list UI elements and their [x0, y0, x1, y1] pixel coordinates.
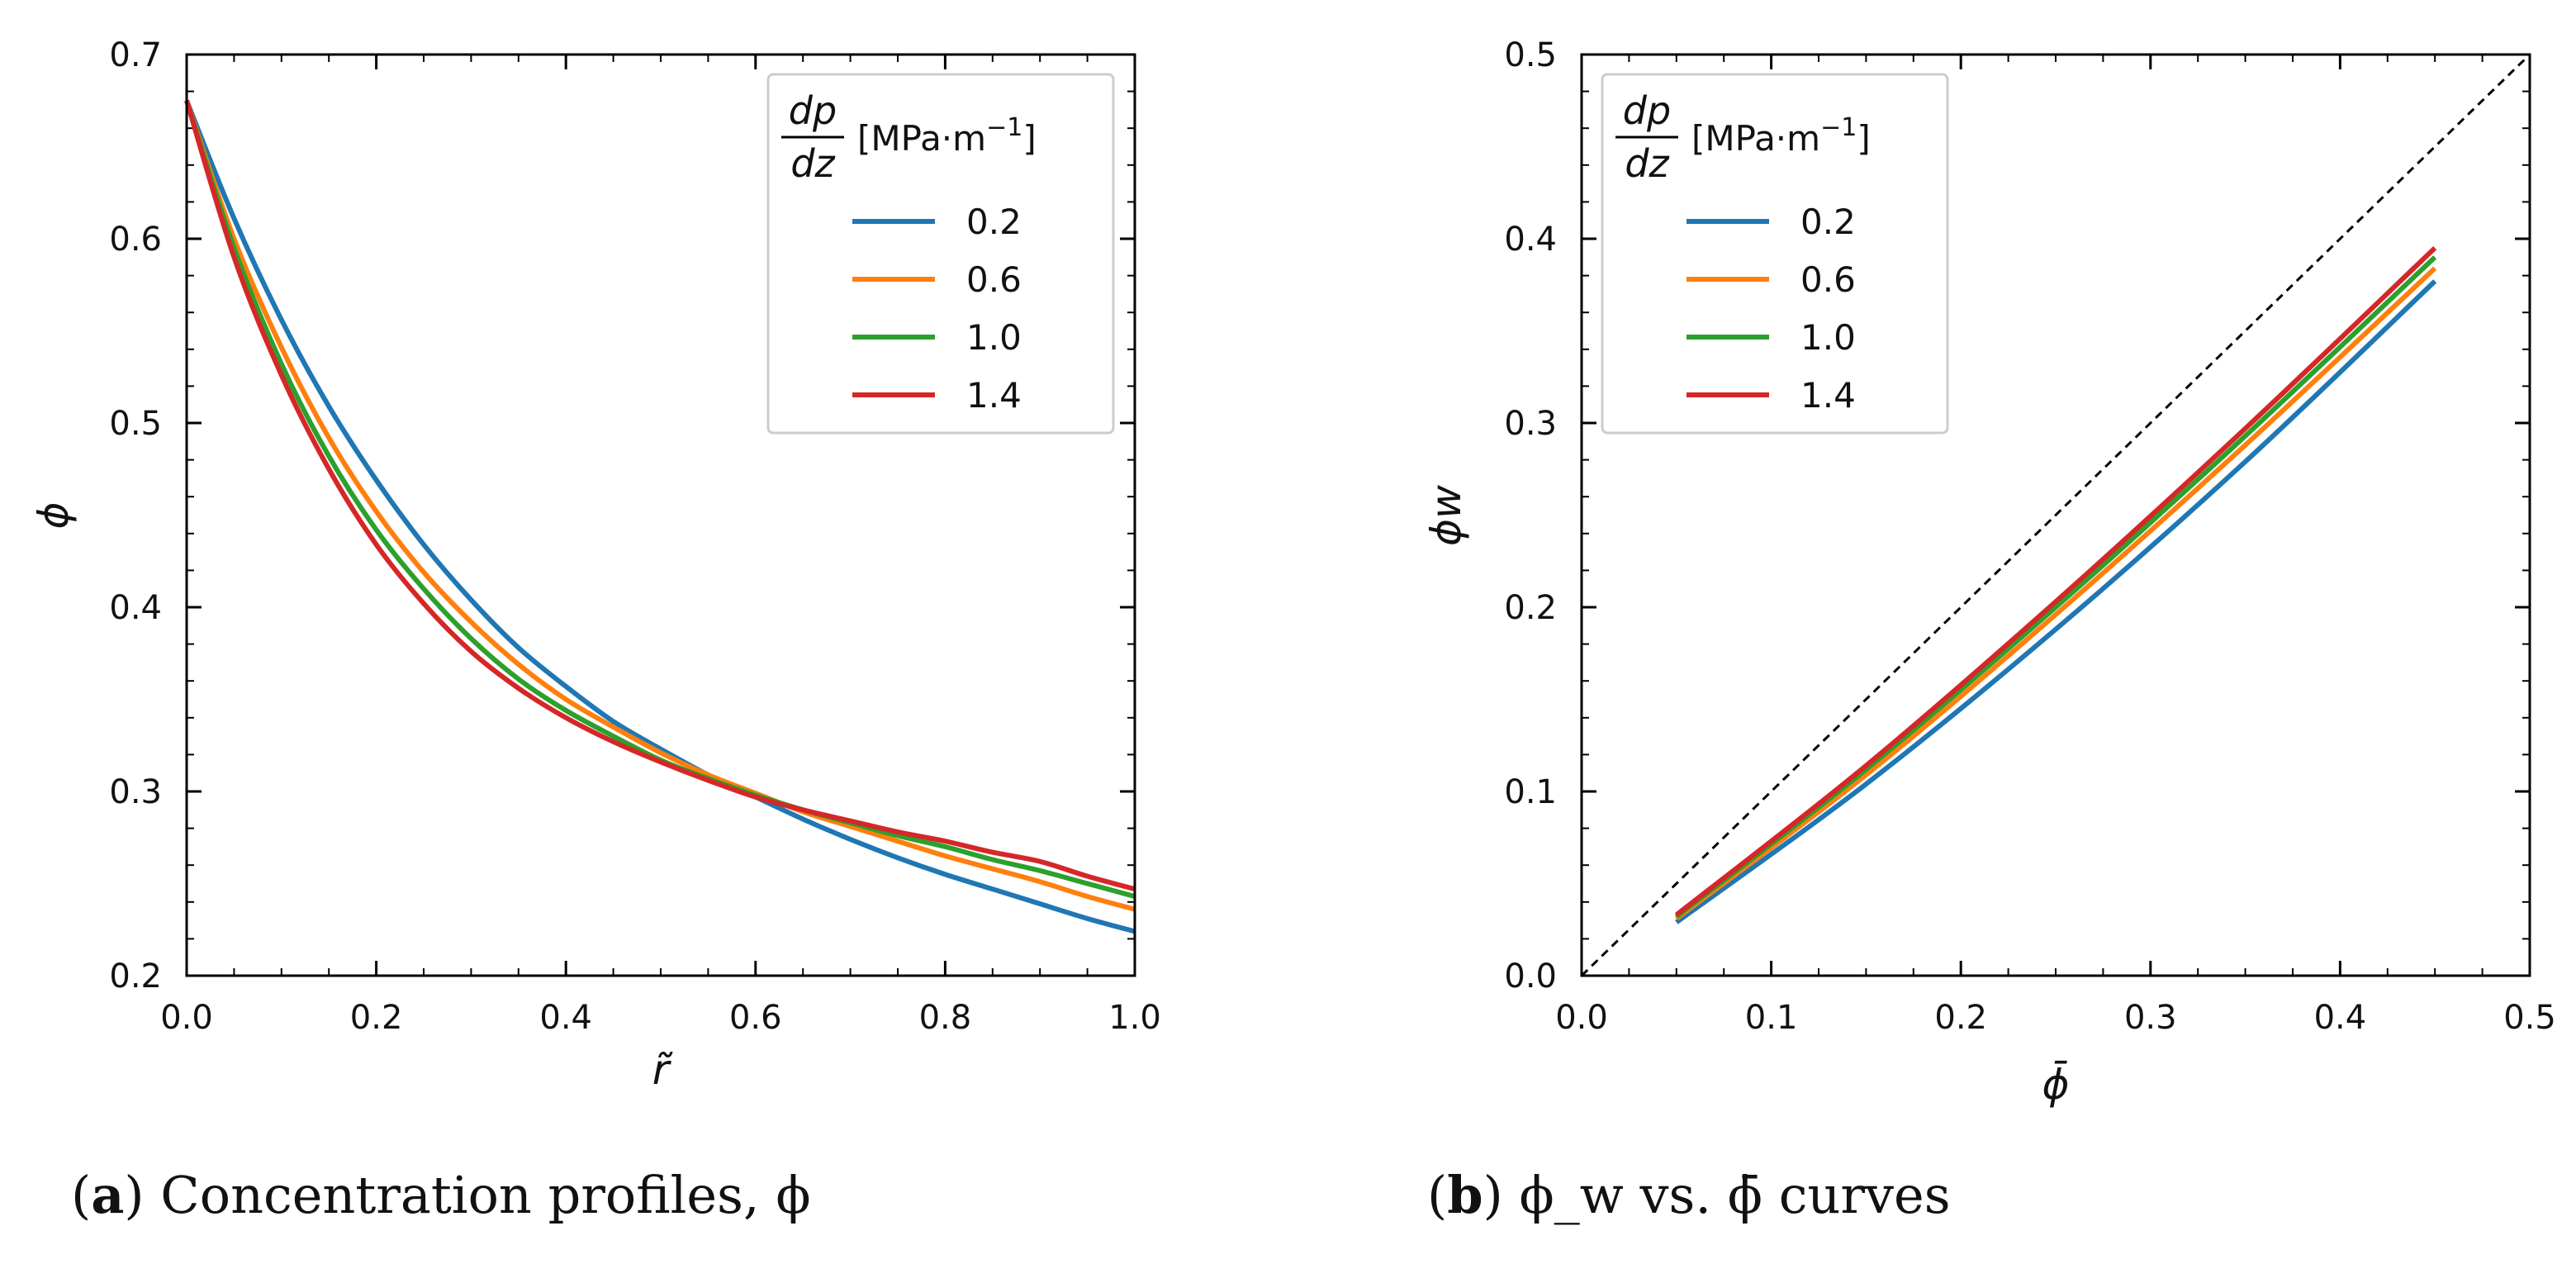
panel-b-series-0_6: [1674, 266, 2437, 921]
panel-b-xtick-label: 0.2: [1934, 999, 1987, 1037]
legend-label-0_6: 0.6: [1800, 259, 1856, 300]
panel-b-ytick-label: 0.5: [1504, 36, 1557, 74]
legend-label-1_4: 1.4: [1800, 375, 1856, 416]
caption-a: (a) Concentration profiles, ϕ: [71, 1165, 811, 1225]
legend-frame: [766, 73, 1115, 435]
panel-a-legend: dp dz [MPa·m−1] 0.2 0.6 1.0 1.4: [766, 73, 1115, 435]
panel-b-xtick-label: 0.5: [2503, 999, 2556, 1037]
legend-title-denominator: dz: [1625, 141, 1669, 186]
legend-title-unit: [MPa·m−1]: [1691, 113, 1871, 159]
panel-b-xtick-label: 0.3: [2124, 999, 2177, 1037]
legend-label-0_6: 0.6: [966, 259, 1022, 300]
panel-a-ytick-label: 0.4: [109, 589, 162, 627]
panel-b-identity-line: [1580, 53, 2531, 977]
panel-a-xtick-label: 0.0: [160, 999, 213, 1037]
caption-a-letter: a: [91, 1165, 124, 1225]
legend-label-1_0: 1.0: [1800, 317, 1856, 358]
legend-label-1_4: 1.4: [966, 375, 1022, 416]
panel-b-xtick-label: 0.1: [1745, 999, 1798, 1037]
legend-label-0_2: 0.2: [1800, 202, 1856, 242]
legend-title-numerator: dp: [789, 88, 837, 133]
panel-a-ytick-label: 0.3: [109, 773, 162, 811]
legend-label-1_0: 1.0: [966, 317, 1022, 358]
panel-a-xtick-label: 0.2: [350, 999, 403, 1037]
panel-b-ytick-label: 0.0: [1504, 958, 1557, 996]
panel-b-series-1_4: [1674, 245, 2437, 917]
panel-b-legend: dp dz [MPa·m−1] 0.2 0.6 1.0 1.4: [1601, 73, 1949, 435]
panel-a-series-1_4: [184, 99, 1136, 892]
legend-frame: [1601, 73, 1949, 435]
panel-a-xtick-label: 0.8: [919, 999, 972, 1037]
caption-b-text: ϕ_w vs. ϕ̄ curves: [1519, 1165, 1950, 1225]
panel-a-series-0_6: [184, 99, 1136, 912]
panel-a-ytick-label: 0.2: [109, 958, 162, 996]
panel-b-ytick-label: 0.4: [1504, 221, 1557, 259]
panel-a-ytick-label: 0.7: [109, 36, 162, 74]
panel-a-plot-frame: [185, 53, 1136, 977]
panel-a-xtick-label: 0.6: [729, 999, 782, 1037]
panel-b-ytick-label: 0.1: [1504, 773, 1557, 811]
caption-a-text: Concentration profiles, ϕ: [160, 1165, 810, 1225]
panel-a-series-1_0: [184, 99, 1136, 900]
panel-b-ytick-label: 0.2: [1504, 589, 1557, 627]
legend-title-denominator: dz: [790, 141, 835, 186]
panel-a-ylabel: ϕ: [30, 502, 78, 530]
panel-b-xtick-label: 0.4: [2314, 999, 2367, 1037]
panel-b-xlabel: ϕ̄: [2042, 1060, 2070, 1109]
caption-b: (b) ϕ_w vs. ϕ̄ curves: [1427, 1165, 1951, 1225]
panel-a-ytick-label: 0.6: [109, 221, 162, 259]
panel-a-ytick-label: 0.5: [109, 405, 162, 443]
panel-b-ytick-label: 0.3: [1504, 405, 1557, 443]
caption-b-letter: b: [1447, 1165, 1483, 1225]
panel-a-xlabel: r̃: [652, 1046, 674, 1094]
panel-a-xtick-label: 1.0: [1108, 999, 1161, 1037]
panel-a-concentration-profiles: 0.0 0.2 0.4 0.6 0.8 1.00.20.30.40.50.60.7 r̃ …: [30, 36, 1161, 1094]
panel-b-ylabel-main: ϕw: [1422, 485, 1470, 546]
panel-b-plot-frame: [1580, 53, 2531, 977]
panel-b-series-0_2: [1675, 279, 2437, 924]
legend-title-numerator: dp: [1623, 88, 1671, 133]
panel-b-ylabel: ϕw: [1422, 485, 1470, 546]
panel-a-xtick-label: 0.4: [539, 999, 592, 1037]
panel-b-xtick-label: 0.0: [1555, 999, 1608, 1037]
legend-title-unit: [MPa·m−1]: [857, 113, 1037, 159]
panel-b-phiw-vs-phibar: 0.0 0.1 0.2 0.3 0.4 0.50.00.10.20.30.40.5 ϕ̄ …: [1422, 36, 2556, 1109]
legend-label-0_2: 0.2: [966, 202, 1022, 242]
panel-a-series-0_2: [184, 99, 1136, 934]
